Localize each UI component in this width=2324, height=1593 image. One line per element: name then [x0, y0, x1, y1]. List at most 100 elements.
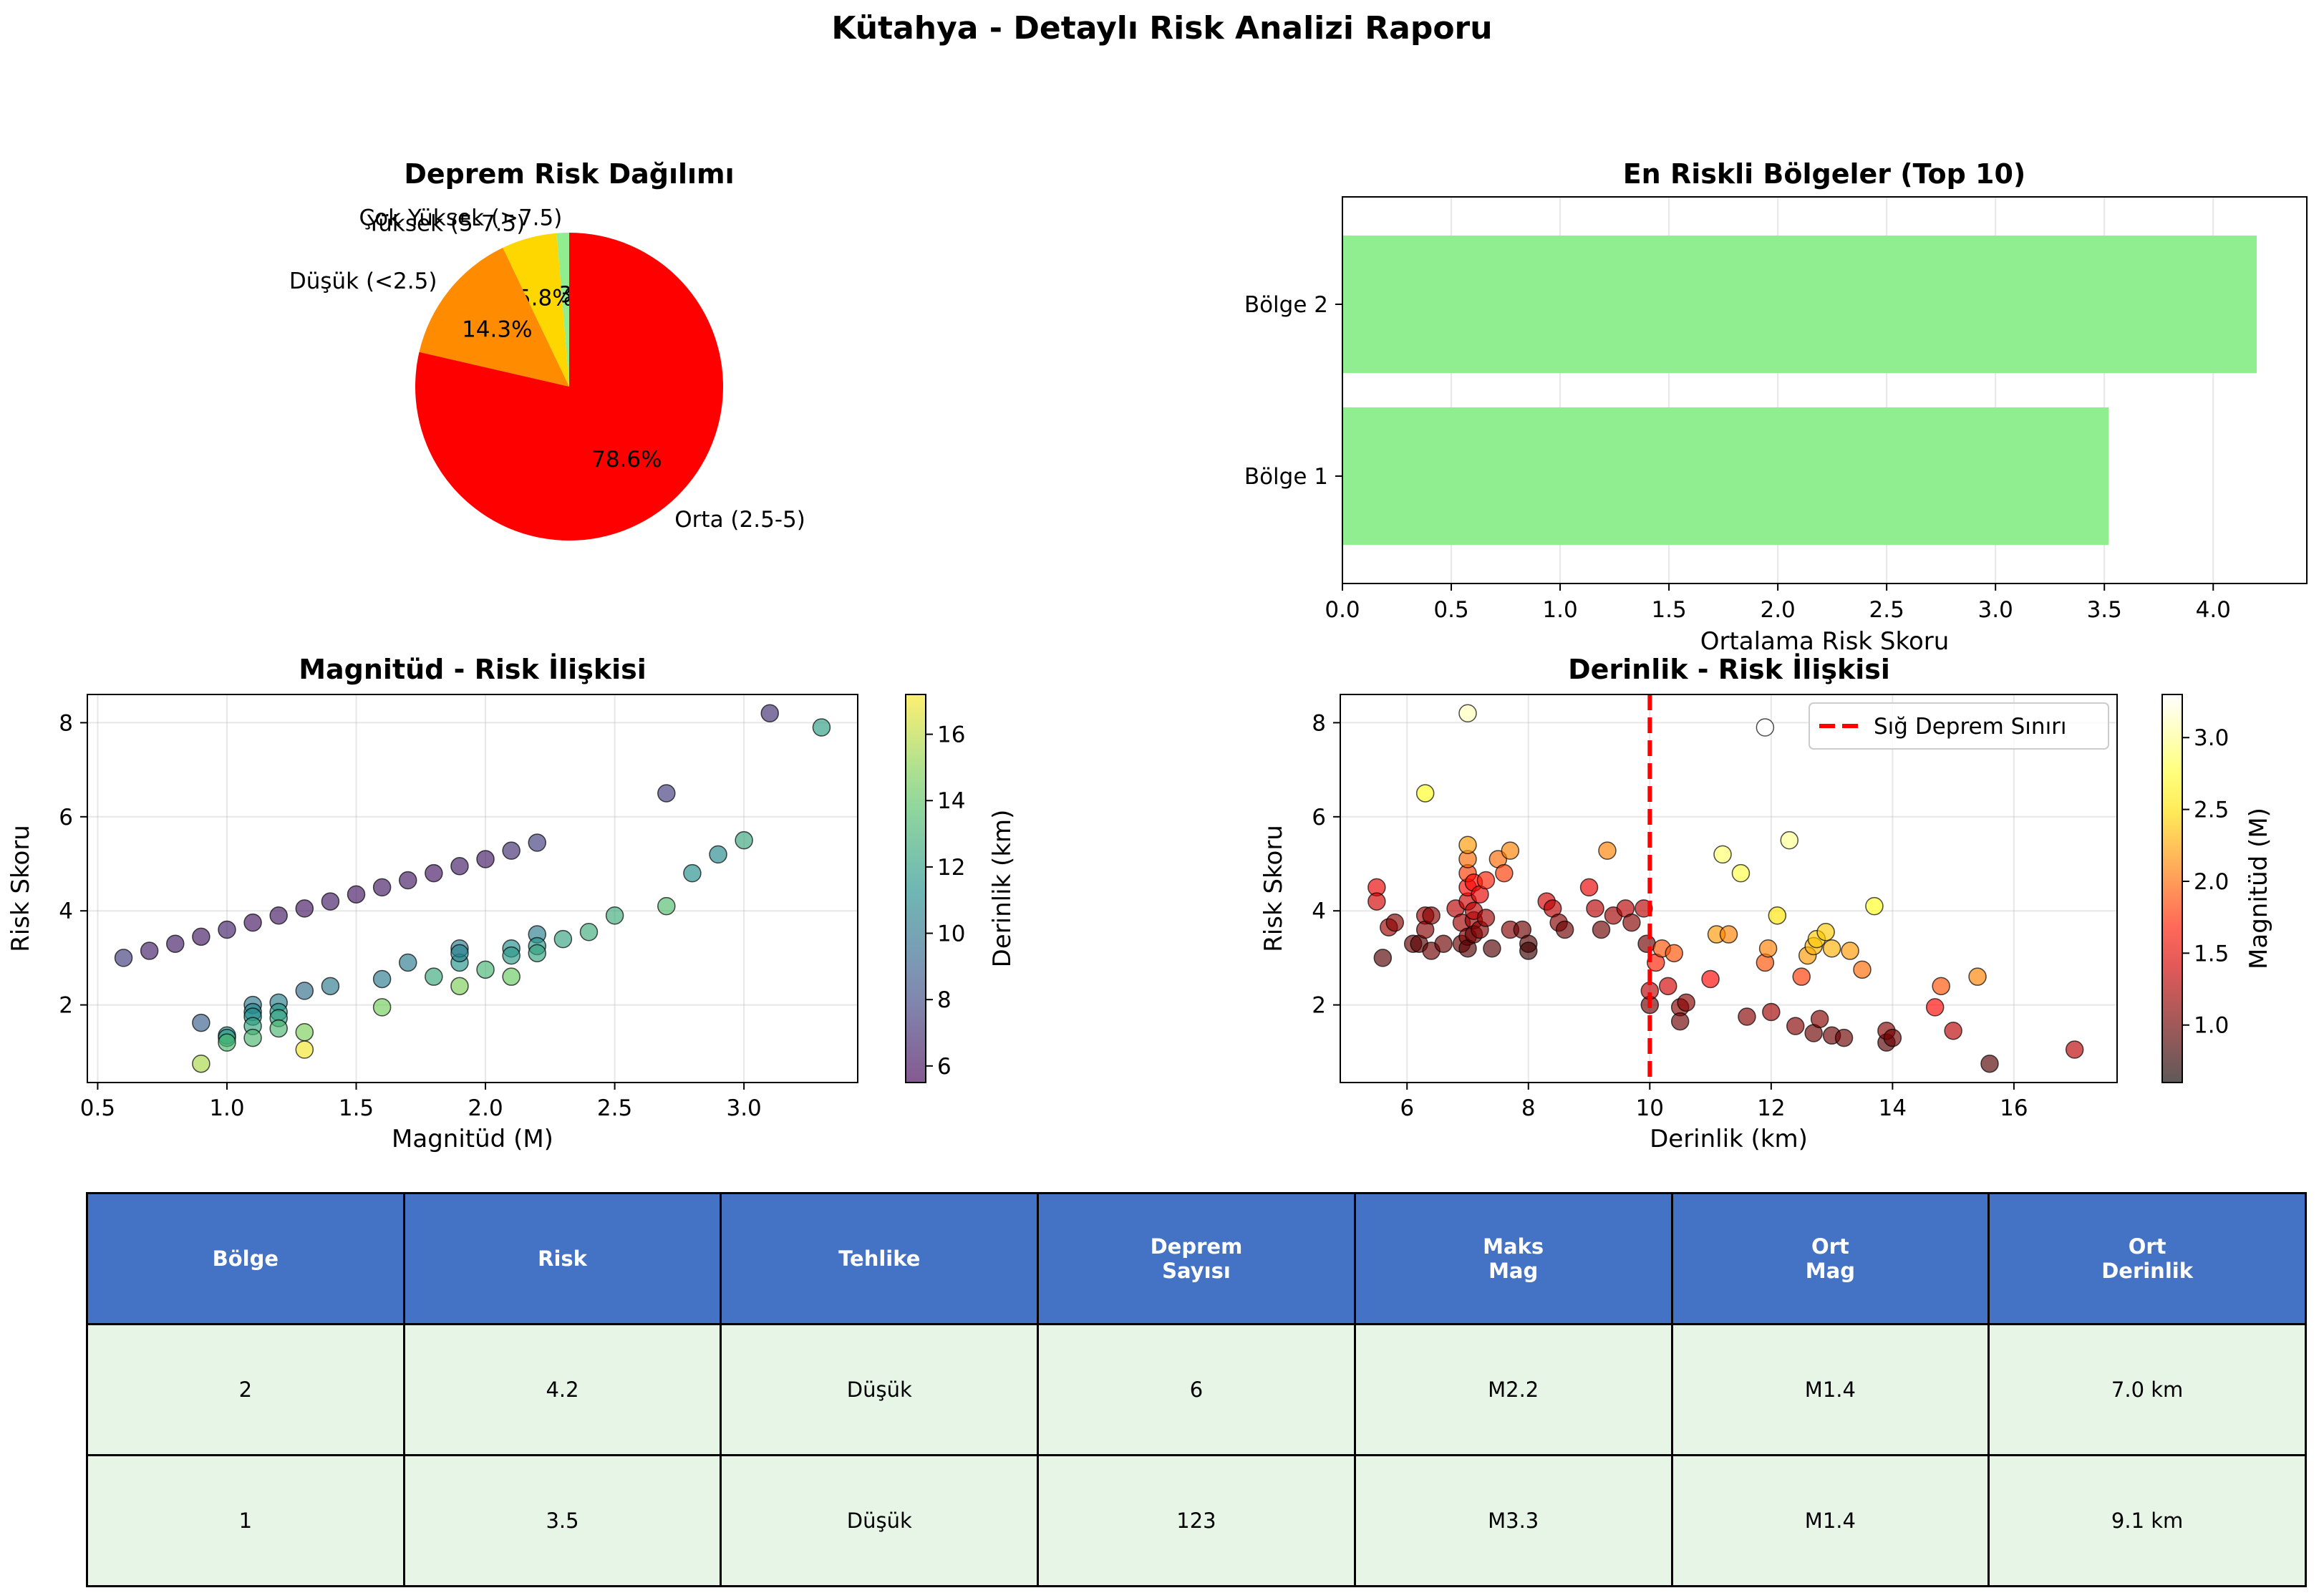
scatter-point: [1834, 1028, 1854, 1047]
scatter-point: [295, 982, 314, 1000]
colorbar-tick-label: 1.0: [2194, 1013, 2229, 1039]
table-cell: 7.0 km: [1987, 1323, 2307, 1456]
colorbar-tick-label: 14: [937, 788, 965, 814]
pie-slice-label: Düşük (<2.5): [289, 268, 437, 294]
scatter-point: [657, 896, 676, 916]
xtick-label: 10: [1636, 1095, 1664, 1121]
xtick-label: 1.5: [339, 1095, 374, 1121]
bar-xtick-label: 3.5: [2087, 597, 2122, 623]
table-header-cell: Tehlike: [720, 1192, 1040, 1325]
scatter-point: [398, 953, 417, 972]
scatter-point: [476, 960, 495, 979]
colorbar-tick-label: 1.5: [2194, 941, 2229, 967]
scatter-point: [192, 1013, 210, 1032]
scatter-point: [295, 899, 314, 918]
ytick-label: 2: [59, 993, 73, 1019]
depth-risk-scatter: Derinlik - Risk İlişkisi 6 8 10 12 14 16 2 4 6 8 S…: [1259, 654, 2273, 1153]
scatter-point: [321, 977, 340, 996]
pie-slice: [419, 248, 569, 387]
scatter-point: [1719, 925, 1738, 944]
scatter-point: [1738, 1007, 1756, 1026]
bar-xtick-label: 2.5: [1869, 597, 1904, 623]
scatter-point: [2065, 1040, 2084, 1059]
scatter-point: [1598, 841, 1617, 860]
scatter-point: [243, 1028, 262, 1047]
xtick-label: 1.0: [209, 1095, 244, 1121]
xtick-label: 6: [1400, 1095, 1414, 1121]
colorbar-tick-label: 6: [937, 1054, 952, 1080]
scatter-point: [140, 941, 159, 960]
scatter-point: [218, 920, 236, 939]
scatter-point: [1458, 836, 1477, 854]
scatter-point: [709, 845, 727, 864]
ytick-label: 8: [1312, 710, 1326, 736]
table-cell: 123: [1037, 1454, 1356, 1587]
ytick-label: 4: [59, 899, 73, 924]
legend-box: [1809, 702, 2109, 750]
table-cell: M1.4: [1670, 1323, 1990, 1456]
region-risk-table: Bölge Risk Tehlike Deprem Sayısı Maks Ma…: [86, 1192, 2307, 1587]
ylabel: Risk Skoru: [6, 825, 35, 952]
scatter-point: [218, 1033, 236, 1052]
table-cell: M3.3: [1353, 1454, 1673, 1587]
scatter-point: [1637, 934, 1656, 953]
scatter-point: [1756, 718, 1775, 737]
bar-xtick-label: 0.0: [1325, 597, 1360, 623]
scatter-point: [269, 1019, 288, 1038]
scatter-point: [1586, 899, 1604, 918]
scatter-point: [528, 944, 547, 963]
scatter-point: [1822, 939, 1841, 958]
scatter-point: [1665, 944, 1683, 963]
table-header-cell: Maks Mag: [1353, 1192, 1673, 1325]
scatter-point: [1883, 1028, 1902, 1047]
scatter-point: [1579, 878, 1599, 897]
scatter-point: [657, 784, 676, 803]
colorbar-tick-label: 10: [937, 921, 965, 947]
scatter-point: [1622, 913, 1641, 932]
bar-xtick-label: 0.5: [1433, 597, 1468, 623]
scatter-point: [683, 863, 702, 883]
table-row: 2 4.2 Düşük 6 M2.2 M1.4 7.0 km: [86, 1323, 2307, 1456]
scatter-point: [502, 946, 521, 965]
scatter-point: [553, 929, 573, 949]
scatter-point: [1434, 934, 1453, 953]
pie-slices: Çok Yüksek (>7.5)1.3%Yüksek (5-7.5)5.8%D…: [289, 205, 805, 541]
magnitude-colorbar: 1.0 1.5 2.0 2.5 3.0 Magnitüd (M): [2161, 694, 2273, 1083]
scatter-point: [243, 913, 262, 932]
axes-frame: [87, 694, 858, 1083]
pie-pct-label: 14.3%: [462, 316, 532, 342]
ytick-label: 4: [1312, 899, 1326, 924]
scatter-point: [1786, 1017, 1805, 1035]
bar-title: En Riskli Bölgeler (Top 10): [1623, 158, 2026, 190]
table-header-cell: Ort Derinlik: [1987, 1192, 2307, 1325]
scatter-point: [1501, 841, 1520, 860]
scatter-point: [1758, 939, 1778, 958]
depth-colorbar: 6 8 10 12 14 16 Derinlik (km): [905, 694, 1017, 1083]
bar: [1342, 407, 2109, 545]
xlabel: Magnitüd (M): [392, 1125, 553, 1153]
bar-category-label: Bölge 2: [1244, 292, 1328, 318]
table-header-cell: Bölge: [86, 1192, 405, 1325]
ytick-label: 6: [1312, 805, 1326, 831]
scatter-point: [295, 1022, 314, 1042]
scatter-point: [476, 850, 495, 868]
bar: [1342, 236, 2257, 373]
scatter-point: [372, 969, 392, 989]
scatter-point: [605, 906, 624, 925]
scatter-point: [114, 949, 133, 967]
scatter-point: [1792, 967, 1811, 986]
table-row: 1 3.5 Düşük 123 M3.3 M1.4 9.1 km: [86, 1454, 2307, 1587]
xtick-label: 12: [1757, 1095, 1785, 1121]
scatter-point: [1780, 831, 1799, 850]
table-cell: 3.5: [402, 1454, 722, 1587]
scatter-point: [425, 967, 443, 986]
table-header-cell: Risk: [402, 1192, 722, 1325]
xtick-label: 3.0: [726, 1095, 761, 1121]
scatter-point: [269, 906, 288, 925]
scatter-point: [1458, 704, 1477, 723]
scatter-point: [1865, 896, 1884, 916]
scatter-point: [1658, 977, 1677, 996]
bar-category-label: Bölge 1: [1244, 464, 1328, 490]
scatter-point: [1925, 998, 1945, 1017]
colorbar-bar: [2161, 694, 2183, 1083]
